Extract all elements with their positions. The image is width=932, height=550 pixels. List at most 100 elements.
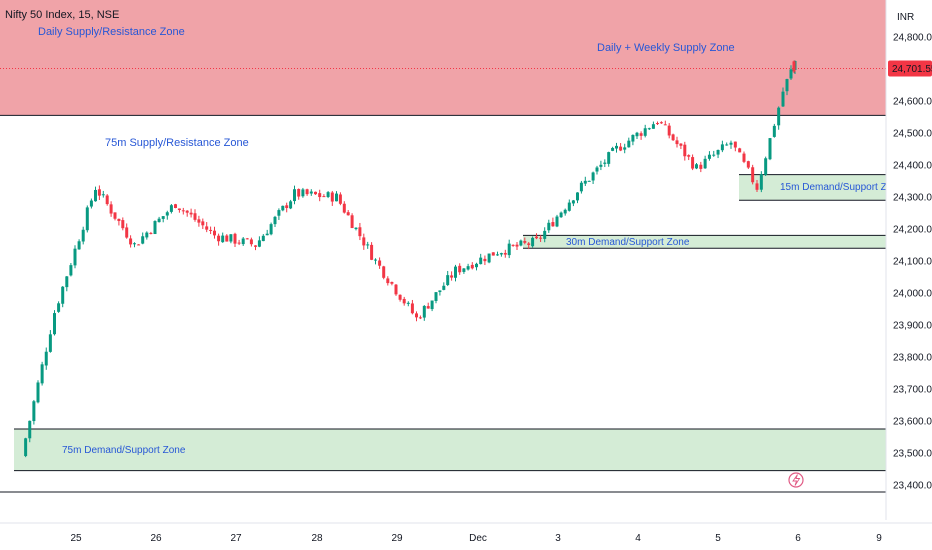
lightning-icon[interactable] bbox=[788, 472, 804, 488]
candle-body bbox=[483, 258, 487, 262]
price-axis-background[interactable] bbox=[886, 0, 932, 520]
candle-body bbox=[281, 205, 285, 211]
candle-body bbox=[712, 154, 716, 156]
candle-body bbox=[85, 207, 89, 231]
demand-75m-zone bbox=[14, 429, 886, 471]
candle-body bbox=[781, 91, 785, 107]
candle-body bbox=[643, 128, 647, 136]
zone-label-30m-demand: 30m Demand/Support Zone bbox=[566, 237, 690, 248]
candle-body bbox=[394, 284, 398, 295]
candle-body bbox=[65, 276, 69, 288]
candle-body bbox=[177, 208, 181, 211]
candle-body bbox=[479, 257, 483, 265]
candle-body bbox=[382, 266, 386, 278]
candle-body bbox=[615, 145, 618, 149]
candle-body bbox=[32, 401, 36, 422]
candle-body bbox=[309, 191, 313, 194]
candle-body bbox=[249, 239, 253, 245]
time-tick-label: 27 bbox=[230, 533, 242, 544]
time-tick-label: 3 bbox=[555, 533, 561, 544]
candle-body bbox=[426, 306, 430, 309]
time-tick-label: 6 bbox=[795, 533, 801, 544]
candle-body bbox=[515, 244, 519, 247]
candle-body bbox=[635, 132, 639, 137]
candle-body bbox=[398, 294, 402, 300]
candle-body bbox=[454, 266, 457, 278]
price-axis-ticks: 24,800.0024,700.0024,600.0024,500.0024,4… bbox=[893, 33, 932, 492]
time-tick-label: 4 bbox=[635, 533, 641, 544]
candle-body bbox=[422, 305, 426, 318]
time-tick-label: 25 bbox=[70, 533, 82, 544]
candle-body bbox=[599, 164, 603, 167]
candle-body bbox=[346, 212, 350, 216]
candle-body bbox=[656, 123, 659, 125]
candle-body bbox=[611, 147, 615, 151]
candle-body bbox=[205, 226, 209, 230]
candle-body bbox=[261, 235, 265, 242]
candle-body bbox=[733, 141, 737, 148]
candle-body bbox=[687, 155, 691, 157]
candle-body bbox=[402, 298, 406, 304]
candle-body bbox=[366, 244, 370, 246]
candle-body bbox=[24, 438, 28, 457]
time-tick-label: 5 bbox=[715, 533, 721, 544]
candle-body bbox=[40, 364, 44, 384]
candle-body bbox=[671, 134, 675, 141]
zone-label-daily-weekly-supply: Daily + Weekly Supply Zone bbox=[597, 42, 735, 54]
candle-body bbox=[233, 233, 237, 244]
daily-supply-zone bbox=[0, 0, 886, 116]
price-tick-label: 24,200.00 bbox=[893, 225, 932, 236]
time-tick-label: 29 bbox=[391, 533, 403, 544]
candle-body bbox=[141, 236, 145, 244]
price-tick-label: 23,600.00 bbox=[893, 417, 932, 428]
candle-body bbox=[511, 244, 515, 246]
price-tick-label: 24,600.00 bbox=[893, 97, 932, 108]
candle-body bbox=[772, 125, 776, 137]
candle-body bbox=[125, 227, 129, 238]
candle-body bbox=[101, 194, 105, 196]
time-axis-ticks[interactable]: 25 26 27 28 29 Dec 3 4 5 6 9 bbox=[70, 533, 882, 544]
candle-body bbox=[157, 218, 161, 223]
candle-body bbox=[406, 302, 410, 304]
zone-label-daily-supply: Daily Supply/Resistance Zone bbox=[38, 26, 185, 38]
candle-body bbox=[174, 204, 177, 209]
candle-body bbox=[695, 164, 698, 169]
candle-body bbox=[197, 219, 201, 223]
candle-body bbox=[94, 189, 97, 202]
candle-body bbox=[305, 189, 309, 195]
candle-body bbox=[663, 124, 667, 126]
price-tick-label: 24,500.00 bbox=[893, 129, 932, 140]
candle-body bbox=[789, 69, 793, 79]
candle-body bbox=[217, 235, 221, 242]
candle-body bbox=[764, 158, 768, 175]
price-tick-label: 24,000.00 bbox=[893, 289, 932, 300]
candle-body bbox=[213, 230, 216, 236]
candle-body bbox=[53, 313, 56, 335]
candle-body bbox=[450, 275, 454, 278]
candle-body bbox=[229, 234, 233, 242]
candle-body bbox=[683, 144, 687, 157]
candle-body bbox=[245, 238, 249, 240]
candle-body bbox=[555, 216, 559, 227]
candle-body bbox=[254, 245, 257, 247]
candle-body bbox=[73, 248, 77, 266]
candle-body bbox=[181, 210, 185, 212]
candle-body bbox=[446, 275, 450, 286]
candle-body bbox=[491, 252, 495, 256]
candle-body bbox=[551, 222, 555, 227]
time-tick-label: 28 bbox=[311, 533, 323, 544]
candle-body bbox=[535, 236, 538, 239]
candle-body bbox=[185, 210, 189, 213]
candle-body bbox=[61, 286, 65, 304]
candle-body bbox=[69, 265, 73, 276]
candle-body bbox=[738, 148, 742, 153]
candle-body bbox=[703, 158, 707, 169]
candle-body bbox=[607, 152, 611, 164]
candle-body bbox=[623, 147, 627, 150]
candle-body bbox=[487, 253, 491, 263]
candle-body bbox=[161, 216, 165, 219]
candle-body bbox=[322, 196, 326, 198]
zone-label-15m-demand: 15m Demand/Support Zone bbox=[780, 182, 904, 193]
candle-body bbox=[265, 233, 269, 236]
